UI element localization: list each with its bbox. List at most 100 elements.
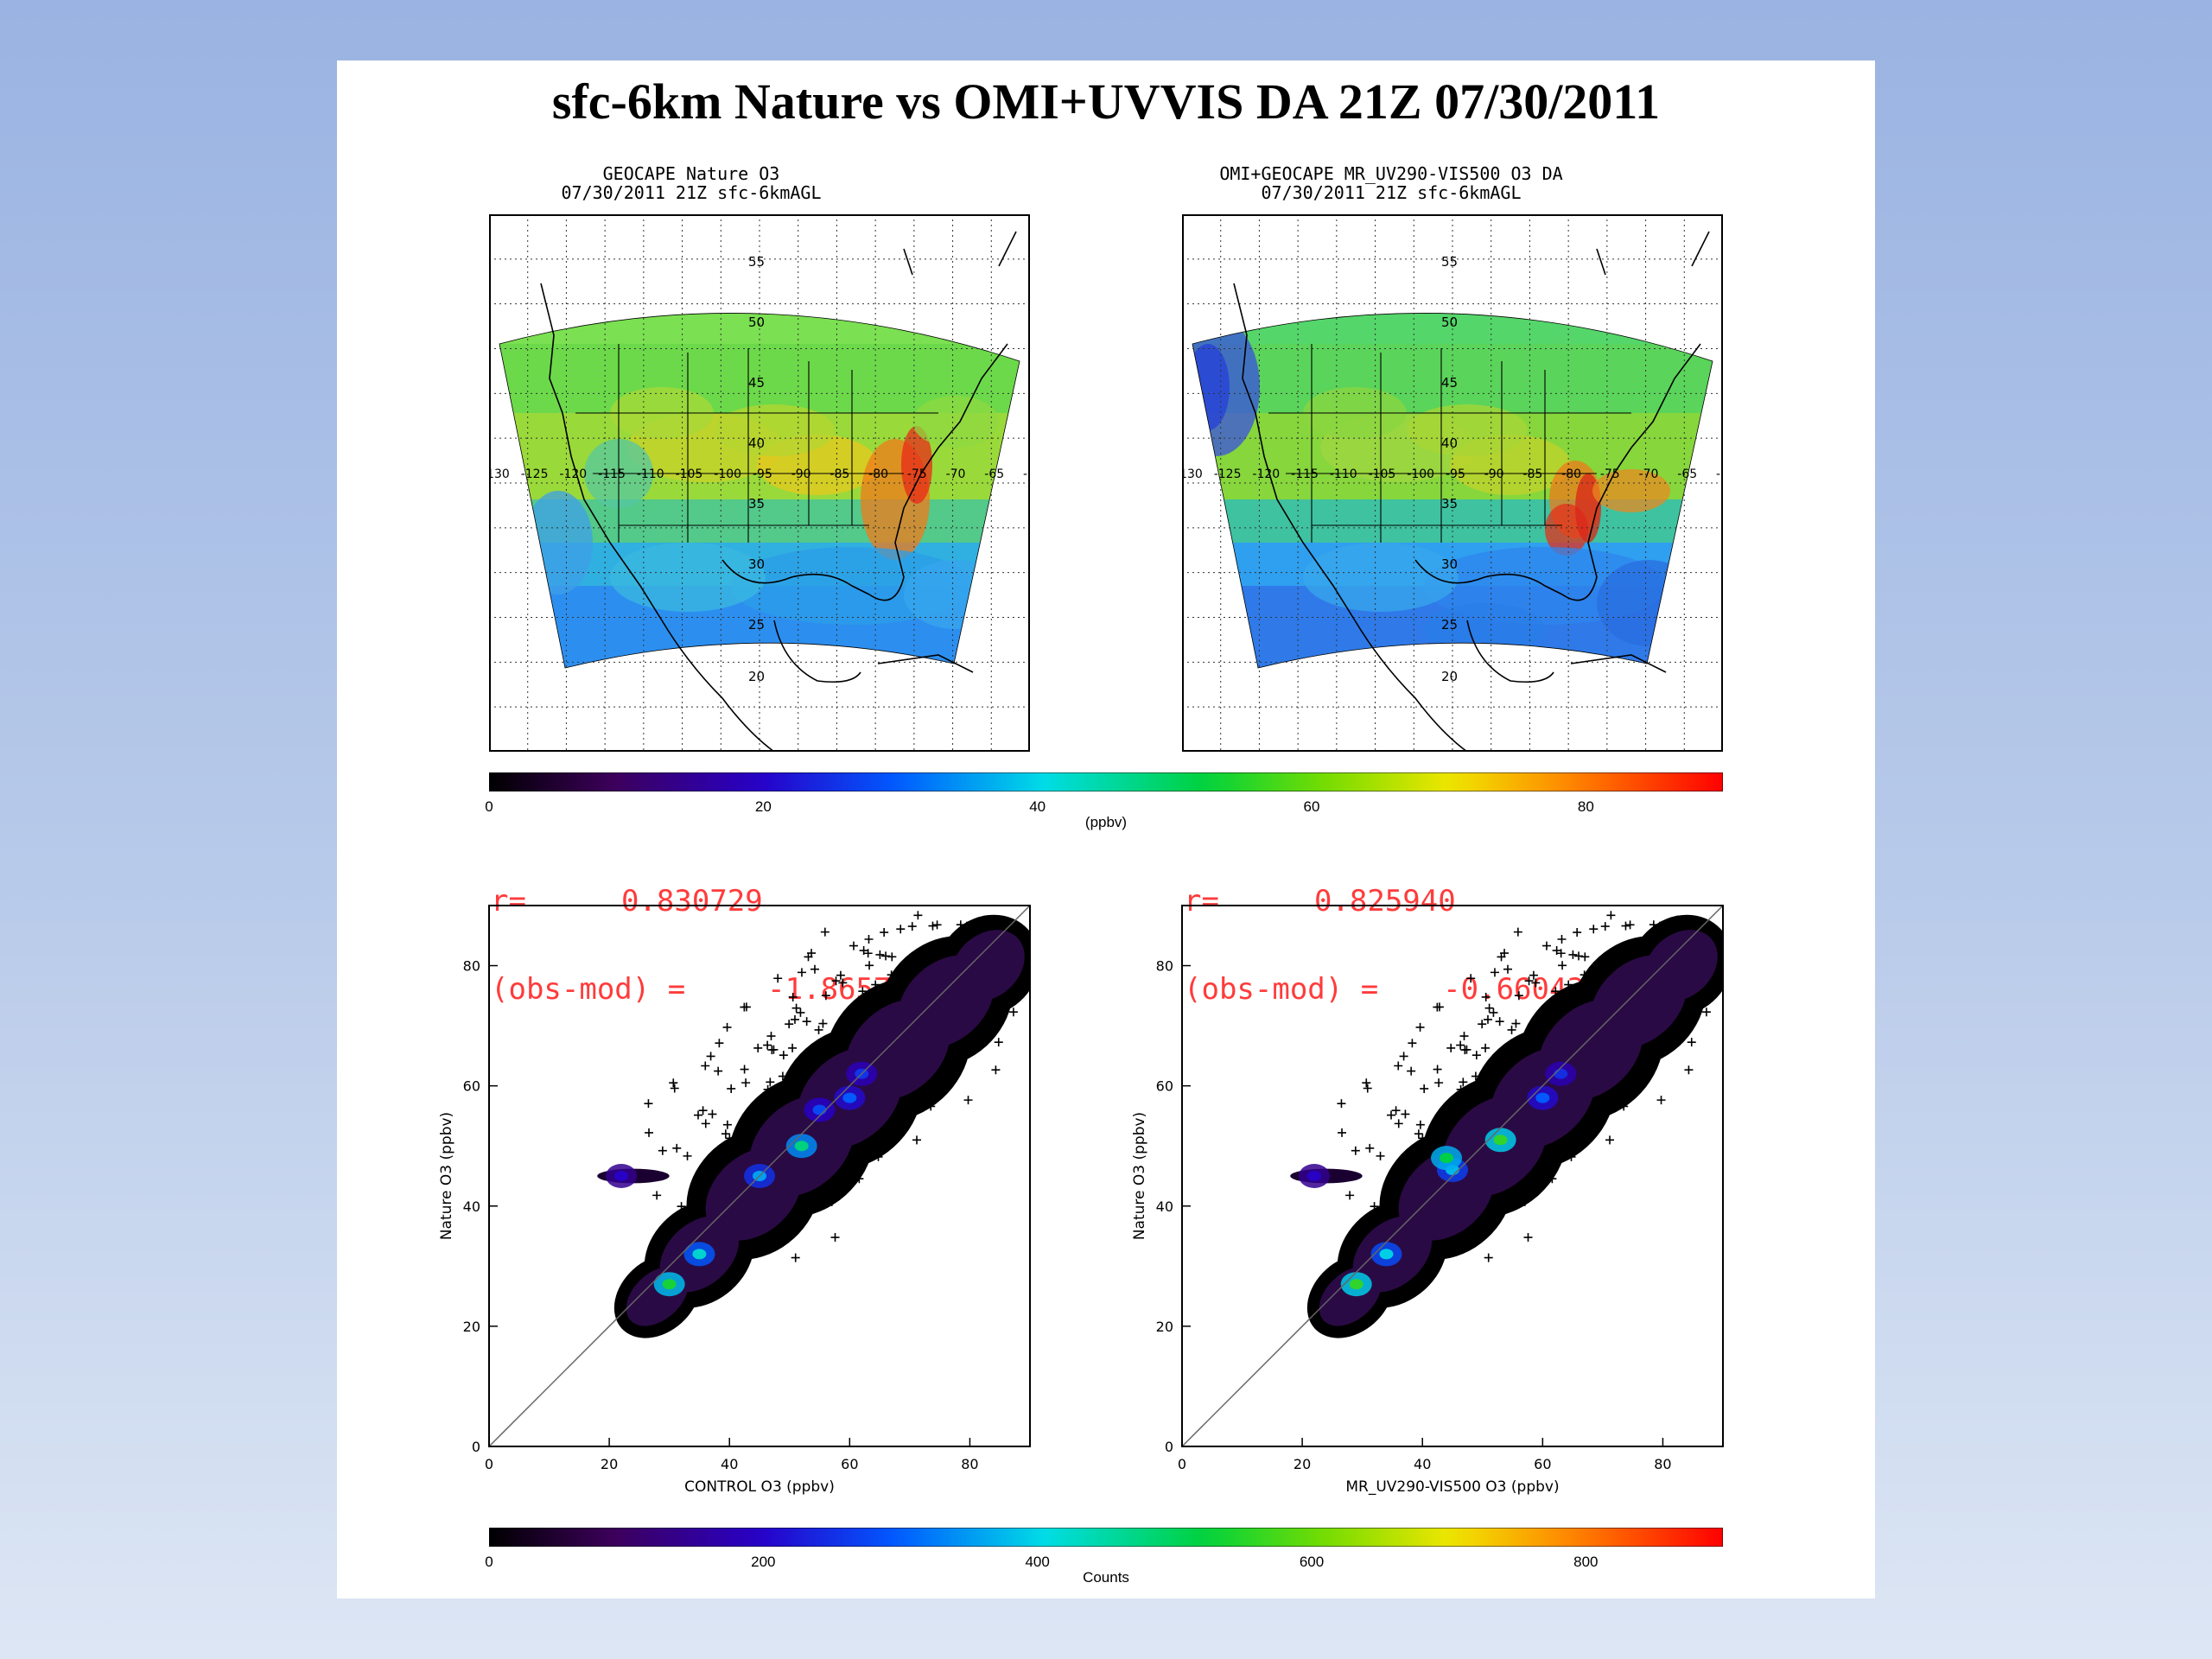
outlier-plus: [1434, 1002, 1444, 1012]
lat-label: 25: [1441, 617, 1458, 632]
lon-label: -130: [1182, 467, 1203, 481]
domain-outline: [1192, 313, 1713, 669]
outlier-plus: [1495, 1017, 1504, 1027]
lat-label: 35: [748, 496, 765, 512]
outlier-plus: [1376, 1151, 1385, 1160]
ozone-blob: [1407, 404, 1528, 456]
ozone-blob: [901, 426, 932, 504]
outlier-plus: [763, 1040, 772, 1050]
outlier-plus: [672, 1143, 682, 1153]
outlier-plus: [881, 951, 891, 961]
outlier-plus: [766, 1032, 776, 1041]
outlier-plus: [1489, 1007, 1498, 1017]
outlier-plus: [1459, 1077, 1468, 1087]
lat-label: 50: [748, 315, 765, 330]
counts-colorbar-unit: Counts: [1083, 1569, 1129, 1586]
map-title-left-line1: GEOCAPE Nature O3: [602, 163, 780, 184]
outlier-plus: [796, 1007, 805, 1017]
outlier-plus: [994, 1038, 1003, 1047]
outlier-plus: [810, 964, 819, 974]
outlier-plus: [706, 1052, 715, 1061]
outlier-plus: [1462, 1045, 1471, 1054]
coastline: [877, 654, 974, 673]
lon-label: -115: [598, 467, 626, 481]
outlier-plus: [722, 1120, 732, 1129]
r-value-left: 0.830729: [620, 884, 763, 918]
outlier-plus: [880, 928, 889, 938]
density-cloud: [1290, 911, 1723, 1338]
outlier-plus: [831, 976, 841, 986]
map-title-right: OMI+GEOCAPE MR_UV290-VIS500 O3 DA 07/30/…: [1149, 164, 1633, 202]
density-core: [1349, 1279, 1363, 1290]
y-axis-label: Nature O3 (ppbv): [438, 1112, 455, 1240]
colorbar-tick-label: 80: [1577, 798, 1594, 815]
density-core: [692, 1249, 707, 1260]
lon-label: -100: [1407, 467, 1434, 481]
bias-label-left: (obs-mod) =: [491, 972, 686, 1007]
lon-label: -105: [676, 467, 703, 481]
colorbar-tick-label: 600: [1299, 1554, 1325, 1570]
outlier-plus: [1414, 1129, 1423, 1139]
ozone-blob: [610, 543, 766, 612]
outlier-plus: [766, 1077, 775, 1087]
outlier-plus: [722, 1022, 732, 1032]
outlier-plus: [1514, 991, 1523, 1001]
density-core: [1440, 1153, 1454, 1164]
outlier-plus: [1490, 968, 1499, 977]
outlier-plus: [788, 1043, 798, 1052]
outlier-plus: [913, 911, 923, 920]
outlier-plus: [814, 1025, 823, 1034]
stats-left: r= 0.830729 (obs-mod) = -1.86571: [491, 828, 909, 1063]
outlier-plus: [1529, 970, 1538, 980]
outlier-plus: [769, 1045, 779, 1054]
lon-label: -75: [1600, 467, 1620, 481]
outlier-plus: [670, 1084, 679, 1093]
outlier-plus: [1433, 1065, 1442, 1074]
r-label-right: r=: [1184, 884, 1219, 918]
outlier-plus: [683, 1151, 692, 1160]
outlier-plus: [1386, 1110, 1395, 1120]
outlier-plus: [1684, 1065, 1694, 1075]
density-core: [842, 1092, 857, 1103]
outlier-plus: [1415, 1120, 1425, 1129]
lon-label: -75: [907, 467, 927, 481]
plot-frame: [1181, 905, 1724, 1447]
outlier-plus: [741, 1078, 751, 1088]
outlier-plus: [887, 952, 897, 962]
outlier-plus: [790, 1014, 799, 1024]
cloud-body: [1643, 930, 1718, 1001]
lon-label: -80: [1561, 467, 1581, 481]
outlier-plus: [865, 961, 874, 970]
outlier-plus: [753, 1043, 763, 1052]
coastline: [998, 231, 1017, 267]
density-core: [1554, 1068, 1568, 1079]
lat-label: 30: [748, 556, 765, 572]
outlier-plus: [1008, 1007, 1018, 1017]
ppbv-colorbar: [489, 772, 1723, 791]
x-tick-label: 80: [1654, 1456, 1671, 1472]
outlier-plus: [1558, 961, 1567, 970]
outlier-plus: [963, 1096, 973, 1105]
outlier-plus: [1687, 1038, 1696, 1047]
lon-label: -90: [791, 467, 811, 481]
coastline: [1354, 620, 1468, 752]
outlier-plus: [830, 1233, 840, 1243]
y-tick-label: 20: [1156, 1319, 1173, 1335]
coastline: [868, 343, 1008, 601]
map-title-right-line2: 07/30/2011 21Z sfc-6kmAGL: [1261, 182, 1522, 203]
lon-label: -95: [1446, 467, 1465, 481]
lon-label: -65: [984, 467, 1004, 481]
lon-label: -85: [1522, 467, 1542, 481]
outlier-plus: [1399, 1052, 1408, 1061]
x-axis-label: MR_UV290-VIS500 O3 (ppbv): [1345, 1478, 1559, 1496]
outlier-plus: [785, 1020, 794, 1029]
lon-label: -125: [1214, 467, 1242, 481]
outlier-plus: [1483, 1014, 1492, 1024]
outlier-plus: [1605, 1135, 1615, 1145]
da-o3-map: 55 50 45 40 35 30 25 20 -130 -125 -120 -115 -110 -105…: [1182, 214, 1723, 752]
outlier-plus: [912, 1135, 922, 1145]
lon-label: -120: [1252, 467, 1280, 481]
lon-label: -110: [1330, 467, 1357, 481]
outlier-plus: [1500, 949, 1510, 958]
lon-label: -120: [559, 467, 587, 481]
